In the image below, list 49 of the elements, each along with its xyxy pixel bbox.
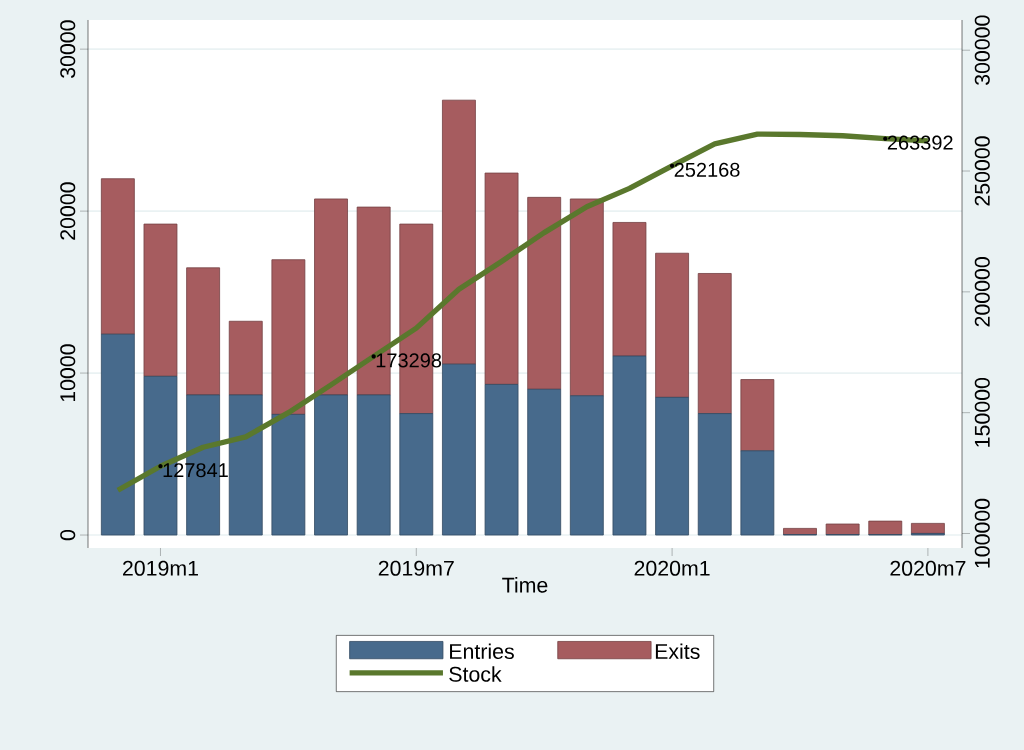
bar: [740, 450, 775, 536]
bar: [100, 333, 135, 536]
bar: [484, 384, 519, 536]
y-tick-label: 20000: [60, 182, 76, 240]
x-tick-label: 2019m1: [123, 560, 198, 576]
bar: [484, 172, 519, 385]
bar: [442, 363, 476, 536]
bar: [100, 178, 135, 335]
bar: [314, 198, 348, 396]
bar: [569, 198, 604, 397]
x-tick-label: 2020m7: [890, 560, 966, 576]
bar: [442, 99, 476, 365]
bar: [356, 394, 391, 536]
bar: [612, 222, 647, 357]
y-tick-label: 0: [60, 529, 76, 541]
data-label: 252168: [674, 162, 740, 177]
y-tick-label: 10000: [60, 344, 76, 402]
legend-label: Stock: [449, 666, 502, 682]
bar: [228, 320, 263, 396]
bar: [186, 267, 221, 396]
bar: [527, 388, 562, 536]
bar: [271, 259, 306, 415]
y2-tick-label: 300000: [974, 15, 990, 85]
bar: [655, 396, 689, 536]
bar: [868, 520, 903, 535]
bar: [825, 523, 860, 535]
bar: [527, 196, 562, 390]
y2-tick-label: 250000: [974, 136, 990, 206]
bar: [740, 379, 775, 452]
bar: [143, 223, 178, 377]
y2-tick-label: 150000: [974, 377, 990, 447]
bar: [228, 394, 263, 536]
bar: [314, 394, 348, 536]
legend-label: Exits: [655, 643, 700, 660]
x-tick-label: 2019m7: [378, 560, 454, 576]
bar: [399, 413, 434, 536]
bar: [655, 252, 689, 398]
bar: [697, 413, 732, 536]
x-axis-title: Time: [502, 576, 548, 593]
y-tick-label: 30000: [60, 20, 76, 78]
x-tick-label: 2020m1: [634, 560, 710, 576]
bar: [612, 355, 647, 536]
legend-label: Entries: [450, 643, 514, 660]
bar: [911, 522, 945, 534]
bar: [271, 413, 306, 536]
y2-tick-label: 200000: [974, 257, 990, 327]
y2-tick-label: 100000: [974, 498, 990, 568]
bar: [569, 395, 604, 536]
bar: [697, 273, 732, 414]
